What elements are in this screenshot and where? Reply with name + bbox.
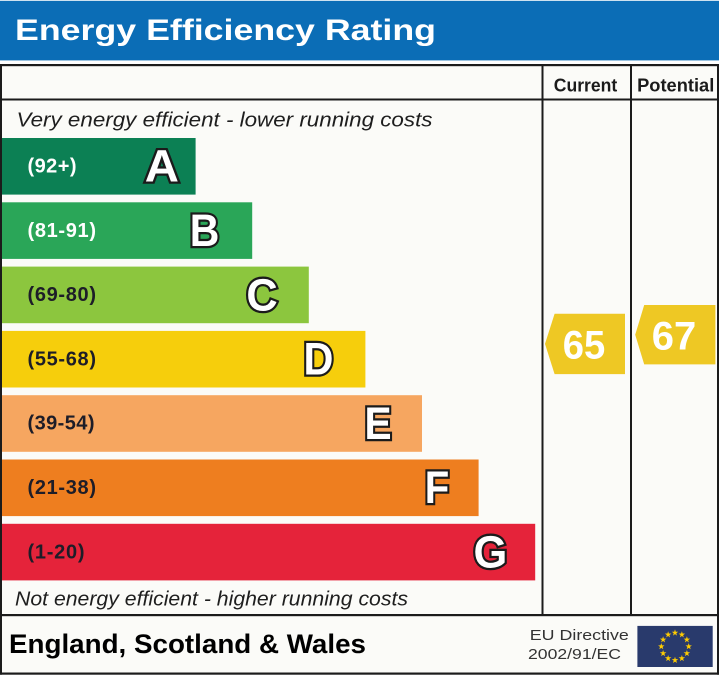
- svg-text:Not energy efficient - higher: Not energy efficient - higher running co…: [15, 589, 408, 611]
- svg-text:(21-38): (21-38): [28, 477, 97, 499]
- svg-text:EU Directive: EU Directive: [530, 628, 629, 644]
- svg-text:Very energy efficient - lower: Very energy efficient - lower running co…: [17, 109, 433, 131]
- svg-text:E: E: [364, 398, 391, 449]
- svg-text:Potential: Potential: [637, 75, 714, 96]
- svg-text:(81-91): (81-91): [28, 220, 97, 242]
- svg-text:(1-20): (1-20): [28, 541, 85, 563]
- svg-text:2002/91/EC: 2002/91/EC: [528, 647, 621, 663]
- svg-text:England, Scotland & Wales: England, Scotland & Wales: [9, 629, 366, 659]
- svg-text:B: B: [190, 205, 220, 256]
- svg-text:Current: Current: [554, 75, 618, 96]
- svg-text:A: A: [145, 141, 179, 192]
- svg-text:65: 65: [563, 324, 606, 368]
- svg-text:67: 67: [652, 314, 697, 358]
- svg-text:(92+): (92+): [28, 156, 77, 178]
- svg-text:F: F: [425, 462, 450, 513]
- svg-text:(39-54): (39-54): [28, 413, 95, 435]
- svg-text:(55-68): (55-68): [28, 348, 97, 370]
- svg-text:C: C: [246, 269, 277, 320]
- svg-text:D: D: [303, 334, 333, 385]
- svg-text:Energy Efficiency Rating: Energy Efficiency Rating: [15, 14, 436, 47]
- svg-text:(69-80): (69-80): [28, 284, 97, 306]
- svg-text:G: G: [474, 526, 508, 577]
